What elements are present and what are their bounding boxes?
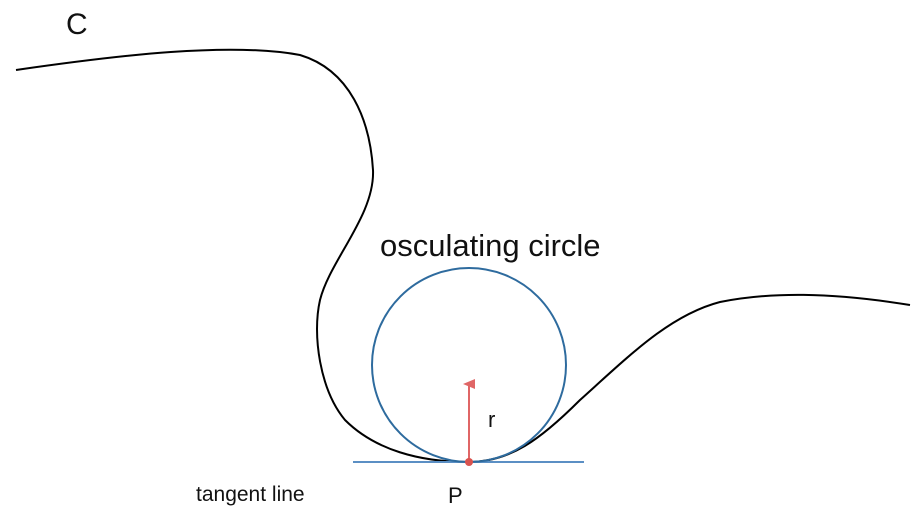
osculating-circle-label: osculating circle (380, 228, 601, 263)
curve-c (15, 48, 911, 464)
curve-label: C (66, 8, 88, 41)
tangent-line-label: tangent line (196, 483, 305, 506)
point-label: P (448, 483, 463, 508)
radius-label: r (488, 407, 496, 432)
point-p (465, 458, 473, 466)
